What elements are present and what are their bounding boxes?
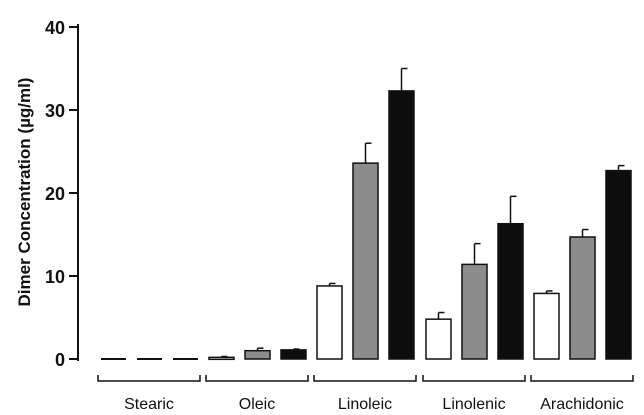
bar — [533, 292, 560, 360]
bar — [461, 263, 488, 360]
category-groups: Stearic Oleic Linoleic Linolenic Arachidonic — [97, 375, 634, 413]
bar — [569, 236, 596, 360]
bar — [497, 222, 524, 360]
category-bracket — [530, 375, 634, 382]
x-category-label: Linoleic — [338, 396, 392, 413]
bar — [605, 169, 632, 360]
bar — [316, 285, 343, 360]
x-category-label: Arachidonic — [540, 396, 624, 413]
category-bracket — [313, 375, 417, 382]
bar — [208, 356, 235, 361]
y-axis-ticks: 0 10 20 30 40 — [45, 18, 78, 370]
category-bracket — [205, 375, 309, 382]
bar-series — [101, 67, 632, 361]
y-tick-label: 30 — [45, 101, 65, 121]
bar — [388, 90, 415, 360]
y-tick-label: 10 — [45, 267, 65, 287]
x-category-label: Oleic — [239, 396, 275, 413]
category-bracket — [422, 375, 526, 382]
category-bracket — [97, 375, 201, 382]
x-category-label: Stearic — [124, 396, 174, 413]
y-axis-title: Dimer Concentration (µg/ml) — [15, 78, 34, 307]
bar — [280, 349, 307, 360]
y-tick-label: 40 — [45, 18, 65, 38]
y-tick-label: 0 — [55, 350, 65, 370]
y-tick-label: 20 — [45, 184, 65, 204]
x-category-label: Linolenic — [442, 396, 505, 413]
bar — [425, 318, 452, 360]
bar — [352, 162, 379, 360]
bar — [244, 349, 271, 360]
